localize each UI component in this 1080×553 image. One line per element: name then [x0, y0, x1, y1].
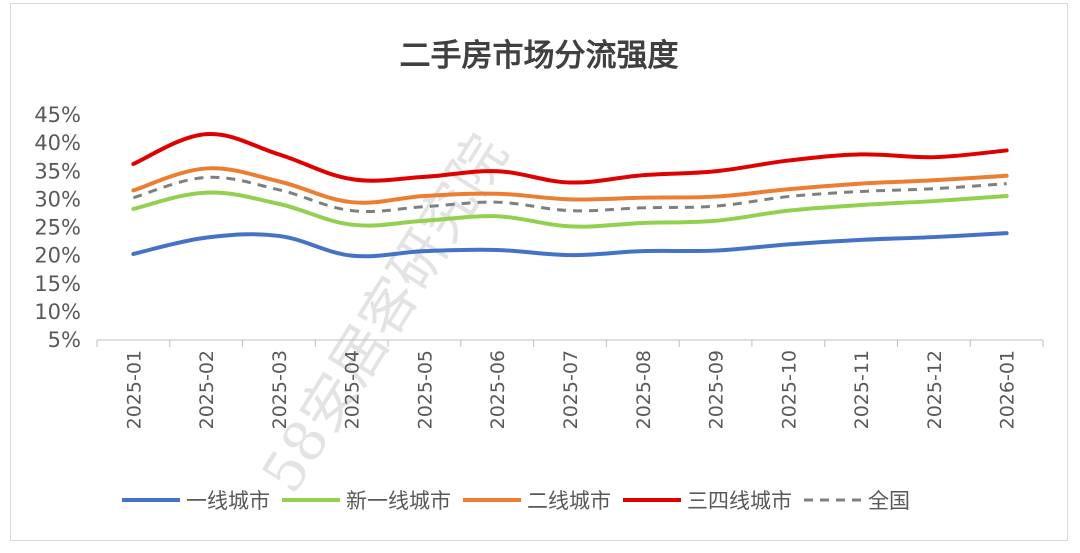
x-tick-label: 2025-06 — [487, 350, 509, 429]
x-tick-label: 2025-08 — [633, 350, 655, 429]
legend-label-4: 三四线城市 — [687, 489, 792, 513]
chart-title: 二手房市场分流强度 — [400, 38, 679, 74]
series-line-4 — [131, 132, 1009, 185]
y-tick-label: 25% — [34, 216, 81, 240]
x-tick-label: 2025-12 — [924, 350, 946, 429]
y-tick-label: 5% — [48, 328, 81, 352]
series-line-2 — [131, 190, 1009, 229]
legend-label-2: 新一线城市 — [346, 489, 451, 513]
x-tick-label: 2025-11 — [851, 350, 873, 429]
x-tick-label: 2025-03 — [269, 350, 291, 429]
y-tick-label: 10% — [34, 300, 81, 324]
x-tick-label: 2025-04 — [342, 350, 364, 429]
x-tick-label: 2026-01 — [997, 350, 1019, 429]
chart-frame: 二手房市场分流强度 58安居客研究院 2025-01 2025-02 2025-03… — [10, 3, 1068, 541]
x-tick-label: 2025-10 — [778, 350, 800, 429]
y-tick-label: 20% — [34, 244, 81, 268]
legend-label-5: 全国 — [868, 489, 910, 513]
series-line-3 — [131, 166, 1009, 205]
legend-label-1: 一线城市 — [186, 489, 270, 513]
x-tick-label: 2025-05 — [414, 350, 436, 429]
legend-label-3: 二线城市 — [527, 489, 611, 513]
series-line-5 — [132, 175, 1007, 214]
x-tick-label: 2025-09 — [706, 350, 728, 429]
x-tick-label: 2025-07 — [560, 350, 582, 429]
series-line-1 — [131, 231, 1009, 259]
y-tick-label: 15% — [34, 272, 81, 296]
y-tick-label: 30% — [34, 187, 81, 211]
y-tick-label: 45% — [34, 103, 81, 127]
y-tick-label: 40% — [34, 131, 81, 155]
line-chart: 二手房市场分流强度 58安居客研究院 2025-01 2025-02 2025-03… — [34, 38, 1044, 513]
x-tick-label: 2025-02 — [196, 350, 218, 429]
y-tick-label: 35% — [34, 159, 81, 183]
x-tick-label: 2025-01 — [123, 350, 145, 429]
